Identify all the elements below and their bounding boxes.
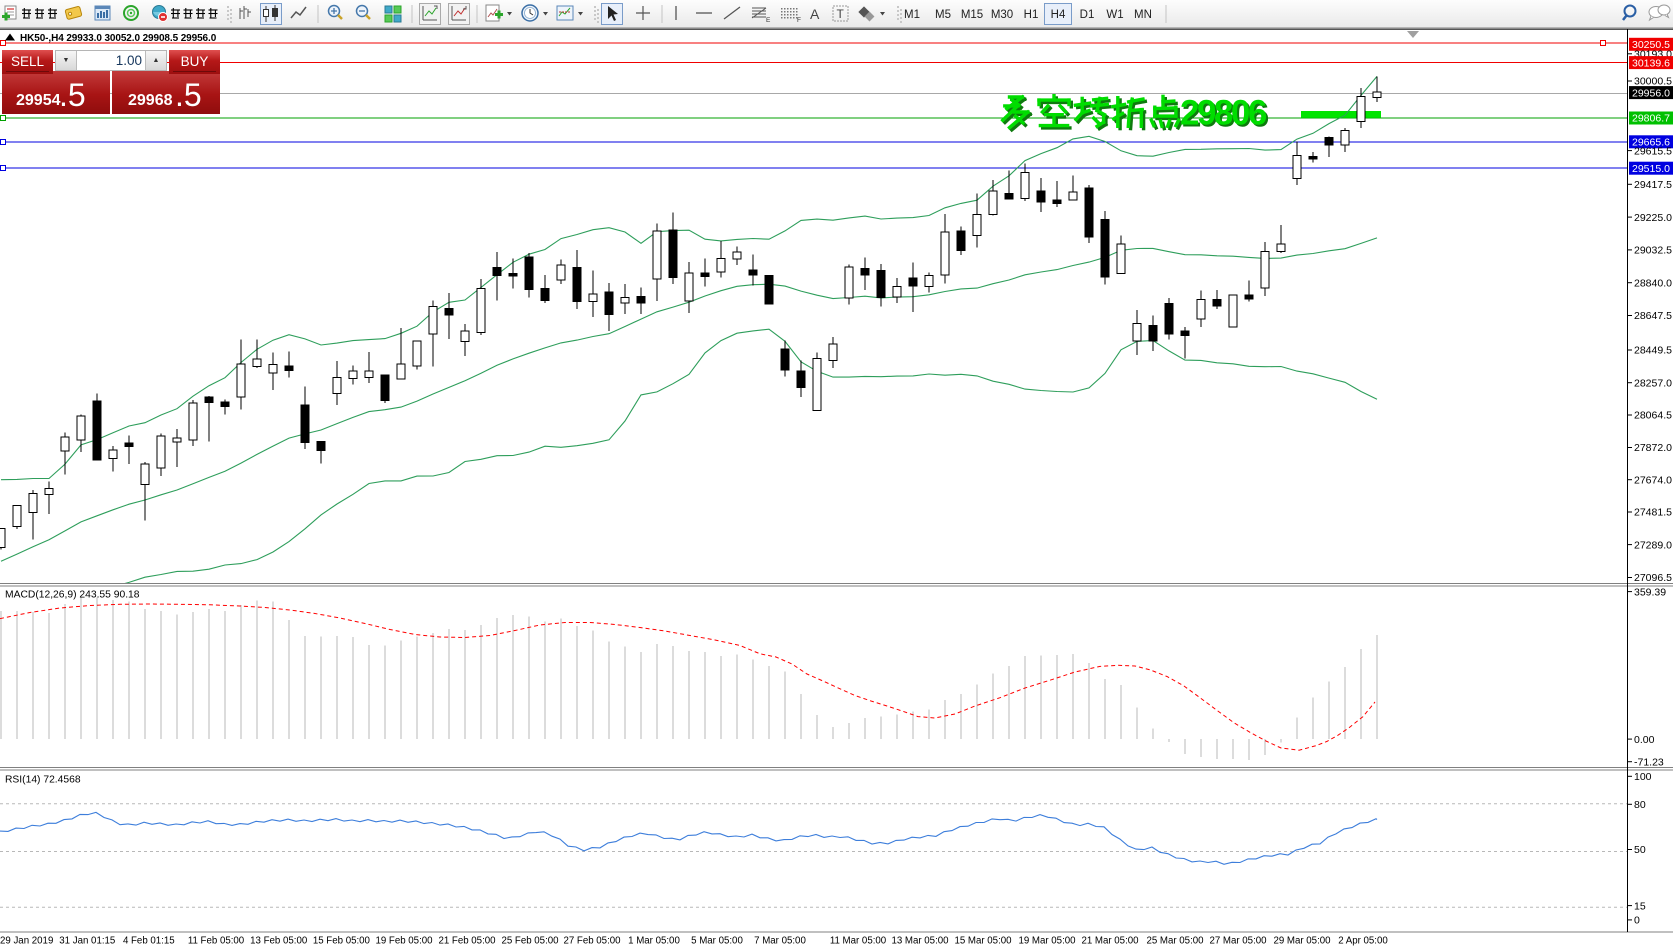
svg-text:T: T [837, 7, 845, 21]
svg-text:M1: M1 [904, 9, 920, 21]
svg-text:21 Mar 05:00: 21 Mar 05:00 [1081, 936, 1139, 947]
svg-text:29 Mar 05:00: 29 Mar 05:00 [1273, 936, 1331, 947]
svg-text:MACD(12,26,9) 243.55 90.18: MACD(12,26,9) 243.55 90.18 [5, 590, 140, 601]
svg-text:7 Mar 05:00: 7 Mar 05:00 [754, 936, 806, 947]
svg-text:27674.0: 27674.0 [1634, 474, 1672, 486]
svg-text:31 Jan 01:15: 31 Jan 01:15 [59, 936, 115, 947]
svg-text:W1: W1 [1106, 9, 1123, 21]
svg-text:11 Feb 05:00: 11 Feb 05:00 [188, 936, 245, 947]
svg-text:M30: M30 [991, 9, 1013, 21]
svg-text:25 Feb 05:00: 25 Feb 05:00 [501, 936, 559, 947]
svg-text:13 Mar 05:00: 13 Mar 05:00 [891, 936, 949, 947]
svg-text:100: 100 [1634, 771, 1652, 783]
svg-text:29225.0: 29225.0 [1634, 212, 1672, 224]
svg-text:27 Feb 05:00: 27 Feb 05:00 [563, 936, 621, 947]
svg-text:MN: MN [1134, 9, 1152, 21]
svg-text:28257.0: 28257.0 [1634, 377, 1672, 389]
svg-text:28449.5: 28449.5 [1634, 345, 1672, 357]
svg-text:29806: 29806 [1180, 94, 1267, 133]
svg-text:359.39: 359.39 [1634, 586, 1666, 598]
svg-text:0: 0 [1634, 915, 1640, 927]
svg-text:4 Feb 01:15: 4 Feb 01:15 [123, 936, 175, 947]
svg-text:5 Mar 05:00: 5 Mar 05:00 [691, 936, 743, 947]
svg-text:13 Feb 05:00: 13 Feb 05:00 [250, 936, 308, 947]
svg-text:27289.0: 27289.0 [1634, 539, 1672, 551]
svg-text:27872.0: 27872.0 [1634, 442, 1672, 454]
svg-text:29515.0: 29515.0 [1632, 163, 1670, 175]
svg-text:80: 80 [1634, 799, 1646, 811]
svg-text:30250.5: 30250.5 [1632, 39, 1670, 51]
svg-text:0.00: 0.00 [1634, 734, 1655, 746]
svg-text:30139.6: 30139.6 [1632, 57, 1670, 69]
svg-text:28064.5: 28064.5 [1634, 410, 1672, 422]
svg-text:19 Feb 05:00: 19 Feb 05:00 [375, 936, 433, 947]
svg-text:M5: M5 [935, 9, 951, 21]
svg-text:D1: D1 [1080, 9, 1095, 21]
svg-text:2 Apr 05:00: 2 Apr 05:00 [1338, 936, 1388, 947]
svg-text:29665.6: 29665.6 [1632, 137, 1670, 149]
svg-text:1 Mar 05:00: 1 Mar 05:00 [628, 936, 680, 947]
svg-text:27481.5: 27481.5 [1634, 507, 1672, 519]
svg-text:H1: H1 [1024, 9, 1039, 21]
svg-text:50: 50 [1634, 844, 1646, 856]
svg-text:21 Feb 05:00: 21 Feb 05:00 [438, 936, 496, 947]
svg-text:29615.5: 29615.5 [1634, 145, 1672, 157]
svg-text:19 Mar 05:00: 19 Mar 05:00 [1018, 936, 1076, 947]
svg-text:29956.0: 29956.0 [1632, 87, 1670, 99]
svg-text:15 Mar 05:00: 15 Mar 05:00 [954, 936, 1012, 947]
svg-text:29806.7: 29806.7 [1632, 113, 1670, 125]
svg-text:27 Mar 05:00: 27 Mar 05:00 [1209, 936, 1267, 947]
svg-text:29417.5: 29417.5 [1634, 179, 1672, 191]
svg-text:28647.5: 28647.5 [1634, 310, 1672, 322]
svg-text:HK50-,H4 29933.0 30052.0 2990: HK50-,H4 29933.0 30052.0 29908.5 29956.0 [20, 33, 217, 44]
svg-text:15: 15 [1634, 900, 1646, 912]
svg-text:27096.5: 27096.5 [1634, 572, 1672, 584]
svg-text:30000.5: 30000.5 [1634, 76, 1672, 88]
svg-text:29 Jan 2019: 29 Jan 2019 [0, 936, 53, 947]
svg-text:28840.0: 28840.0 [1634, 277, 1672, 289]
svg-text:F: F [797, 17, 801, 24]
svg-text:11 Mar 05:00: 11 Mar 05:00 [830, 936, 887, 947]
svg-text:E: E [766, 17, 771, 24]
svg-text:29032.5: 29032.5 [1634, 245, 1672, 257]
svg-text:A: A [810, 6, 820, 22]
svg-text:15 Feb 05:00: 15 Feb 05:00 [313, 936, 371, 947]
svg-text:25 Mar 05:00: 25 Mar 05:00 [1146, 936, 1204, 947]
svg-text:H4: H4 [1051, 9, 1066, 21]
svg-text:29806: 29806 [1182, 96, 1269, 135]
svg-text:M15: M15 [961, 9, 983, 21]
svg-text:-71.23: -71.23 [1634, 756, 1664, 768]
svg-text:RSI(14) 72.4568: RSI(14) 72.4568 [5, 775, 81, 786]
